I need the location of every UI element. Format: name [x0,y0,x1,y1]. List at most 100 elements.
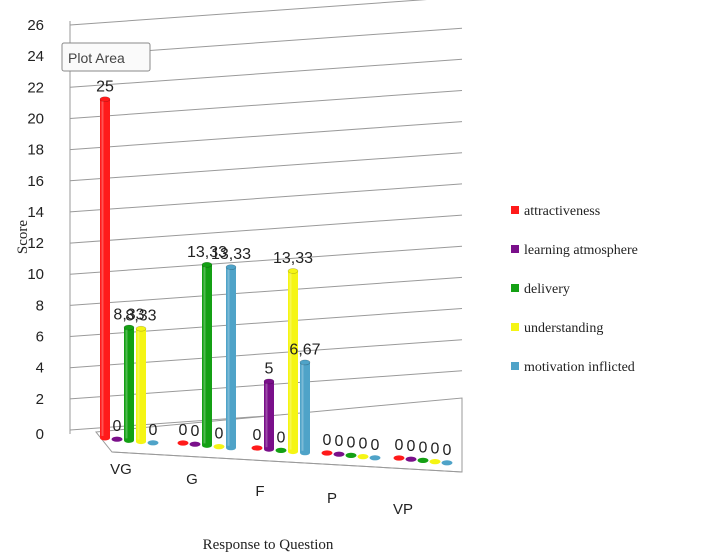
bar-flat [251,445,263,451]
bar-understanding-VP [429,459,441,465]
data-label: 0 [407,438,416,455]
category-label: VP [393,501,413,518]
legend-label: motivation inflicted [524,360,635,375]
bar-body [124,327,134,441]
bar-flat [333,451,345,457]
bar-attractiveness-P [321,450,333,456]
bar-attractiveness-F [251,445,263,451]
x-axis-line [111,451,463,473]
bar-highlight [265,383,268,448]
bar-top [135,325,147,332]
y-tick-label: 14 [27,204,44,221]
bar-highlight [227,269,230,446]
y-axis-title: Score [15,220,31,254]
gridline [69,214,463,244]
bar-base [124,437,134,443]
bar-learning-atmosphere-VG [111,436,123,442]
bar-attractiveness-G [177,440,189,446]
data-label: 0 [443,442,452,459]
tooltip-text: Plot Area [68,50,125,66]
bar-body [300,362,310,453]
bar-highlight [101,101,104,436]
gridline [69,339,463,369]
data-label: 0 [335,433,344,450]
data-label: 13,33 [187,244,227,261]
bar-base [226,445,236,451]
data-label: 25 [96,78,114,95]
bar-flat [429,459,441,465]
bar-learning-atmosphere-P [333,451,345,457]
legend-item-attractiveness: attractiveness [511,204,600,219]
bar-motivation-inflicted-P [369,455,381,461]
gridline [69,90,463,119]
data-label: 5 [265,360,274,377]
legend-swatch [511,323,519,331]
y-tick-label: 8 [36,297,44,314]
data-label: 13,33 [211,246,251,263]
data-label: 0 [215,426,224,443]
bar-attractiveness-VP [393,455,405,461]
bar-highlight [137,330,140,440]
bar-highlight [301,364,304,451]
bar-flat [357,454,369,460]
bar-body [100,99,110,438]
category-label: P [327,490,337,507]
gridline [69,152,463,182]
bar-delivery-F [275,447,287,453]
bar-top [201,261,213,268]
bar-flat [393,455,405,461]
legend: attractiveness learning atmosphere deliver… [511,204,638,375]
data-label: 0 [371,437,380,454]
bar-delivery-VP [417,457,429,463]
bar-understanding-P [357,454,369,460]
bar-motivation-inflicted-G [225,264,237,451]
gridlines [69,0,463,434]
bar-body [136,328,146,442]
y-tick-label: 2 [36,391,44,408]
y-tick-label: 20 [27,110,44,127]
bar-highlight [125,329,128,439]
data-label: 0 [113,418,122,435]
bar-top [263,378,275,385]
legend-label: delivery [524,282,570,297]
bar-understanding-VG [135,325,147,445]
y-tick-label: 22 [27,79,44,96]
legend-item-delivery: delivery [511,282,570,297]
data-label: 0 [347,434,356,451]
legend-label: understanding [524,321,603,336]
bar-base [100,435,110,441]
y-tick-label: 18 [27,142,44,159]
bar-learning-atmosphere-VP [405,456,417,462]
data-label: 0 [395,437,404,454]
bar-flat [147,440,159,446]
y-tick-label: 6 [36,329,44,346]
bar-understanding-F [287,268,299,455]
bar-top [123,324,135,331]
data-label: 8,33 [113,307,144,324]
data-label: 6,67 [289,341,320,358]
bar-attractiveness-VG [99,96,111,441]
y-tick-label: 12 [27,235,44,252]
chart-floor [95,397,463,473]
legend-label: attractiveness [524,204,600,219]
bar-base [202,442,212,448]
bar-flat [417,457,429,463]
legend-swatch [511,245,519,253]
y-tick-label: 10 [27,266,44,283]
data-label: 8,33 [125,308,156,325]
bar-delivery-G [201,261,213,448]
bar-motivation-inflicted-VG [147,440,159,446]
gridline [69,308,463,338]
category-label: VG [110,461,132,478]
bar-top [225,264,237,270]
data-label: 0 [191,423,200,440]
bar-flat [321,450,333,456]
gridline [69,276,463,306]
legend-swatch [511,284,519,292]
y-tick-label: 26 [27,17,44,34]
data-label: 0 [359,436,368,453]
data-label: 0 [179,422,188,439]
bar-flat [189,441,201,447]
